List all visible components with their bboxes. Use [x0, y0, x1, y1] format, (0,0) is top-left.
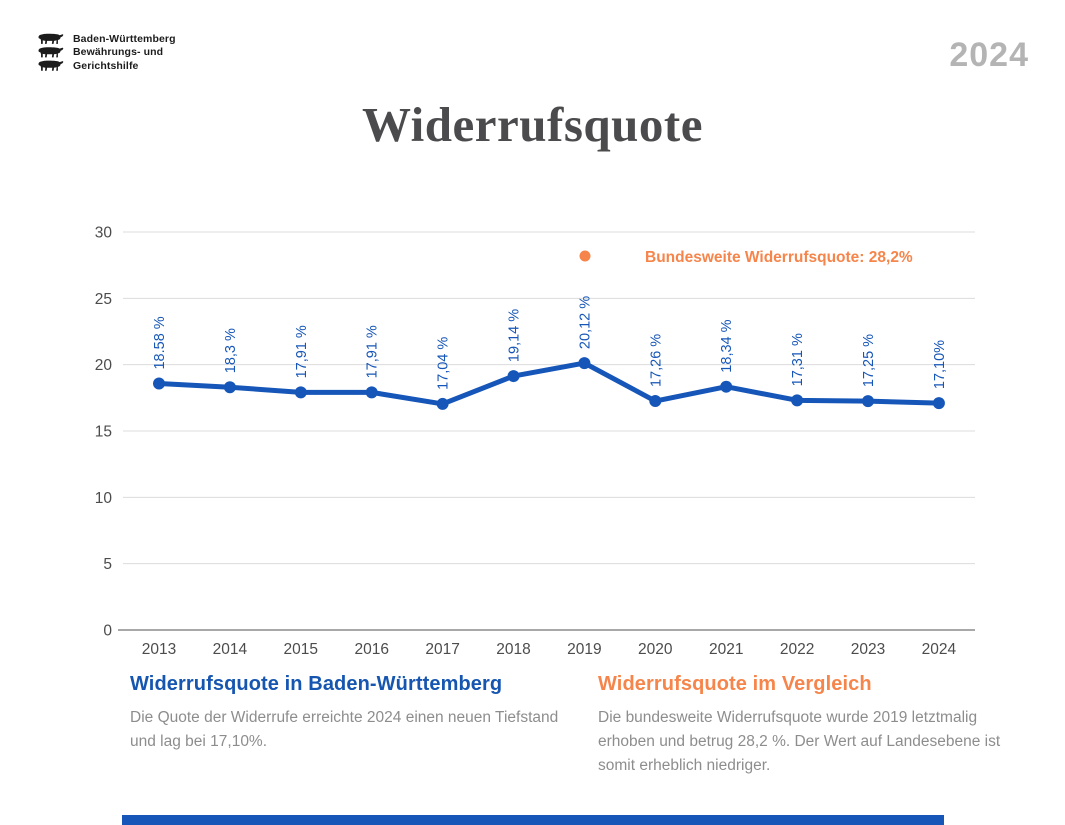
- section-left-heading: Widerrufsquote in Baden-Württemberg: [130, 673, 503, 695]
- logo-line-1: Baden-Württemberg: [73, 32, 176, 45]
- x-tick-label: 2016: [354, 641, 388, 658]
- y-tick-label: 25: [95, 291, 112, 308]
- data-line: [156, 360, 942, 407]
- data-point: [153, 377, 165, 390]
- legend-label: Bundesweite Widerrufsquote: 28,2%: [645, 249, 913, 266]
- data-point: [649, 395, 662, 408]
- data-point-label: 19,14 %: [507, 309, 523, 362]
- y-tick-label: 0: [103, 623, 112, 640]
- data-point-label: 17,26 %: [648, 334, 664, 387]
- section-right-heading: Widerrufsquote im Vergleich: [598, 673, 872, 695]
- chart-area: 0 5 10 15 20 25 30 2013 2014 2015 2016 2017 2018 2019…: [0, 212, 1000, 667]
- data-point-label: 18,34 %: [719, 319, 735, 372]
- legend-dot: [579, 250, 591, 262]
- y-tick-label: 30: [95, 225, 113, 242]
- data-point: [436, 397, 449, 410]
- x-tick-label: 2022: [780, 641, 814, 658]
- data-point: [791, 394, 804, 407]
- logo-text: Baden-Württemberg Bewährungs- und Gerich…: [73, 33, 176, 74]
- x-tick-label: 2015: [284, 641, 318, 658]
- page-title: Widerrufsquote: [362, 97, 703, 152]
- data-point: [720, 380, 733, 393]
- x-tick-label: 2021: [709, 641, 743, 658]
- year-label: 2024: [949, 36, 1029, 74]
- data-point-label: 17,31 %: [790, 333, 806, 386]
- x-tick-label: 2024: [922, 641, 957, 658]
- section-vergleich: Widerrufsquote im Vergleich Die bundeswe…: [598, 673, 1008, 778]
- x-tick-label: 2017: [425, 641, 459, 658]
- footer-accent-bar: [122, 815, 944, 825]
- data-point: [365, 386, 378, 399]
- data-point: [862, 395, 874, 408]
- data-point: [223, 381, 236, 394]
- three-lions-icon: [38, 33, 64, 71]
- section-right-body: Die bundesweite Widerrufsquote wurde 201…: [598, 709, 1001, 775]
- data-point-label: 18,3 %: [223, 328, 239, 373]
- x-tick-label: 2020: [638, 641, 673, 658]
- x-tick-label: 2013: [142, 641, 176, 658]
- section-left-body: Die Quote der Widerrufe erreichte 2024 e…: [130, 709, 559, 751]
- data-point: [578, 357, 591, 370]
- data-point-label: 20,12 %: [577, 296, 593, 349]
- data-point-label: 17,04 %: [436, 337, 452, 390]
- section-baden-wuerttemberg: Widerrufsquote in Baden-Württemberg Die …: [130, 673, 575, 754]
- data-point: [294, 386, 307, 399]
- data-point-label: 17,25 %: [861, 334, 877, 387]
- x-tick-label: 2018: [496, 641, 530, 658]
- data-point: [932, 397, 945, 410]
- data-point-label: 18.58 %: [152, 316, 168, 369]
- data-point-label: 17,10%: [932, 340, 948, 389]
- data-point-label: 17,91 %: [294, 325, 310, 378]
- y-tick-label: 5: [103, 556, 112, 573]
- data-point-label: 17,91 %: [365, 325, 381, 378]
- x-tick-label: 2014: [213, 641, 248, 658]
- line-chart: 0 5 10 15 20 25 30 2013 2014 2015 2016 2017 2018 2019…: [95, 225, 975, 658]
- logo-line-3: Gerichtshilfe: [73, 59, 139, 72]
- logo: Baden-Württemberg Bewährungs- und Gerich…: [38, 32, 176, 74]
- y-tick-label: 20: [95, 357, 113, 374]
- x-tick-label: 2023: [851, 641, 885, 658]
- logo-line-2: Bewährungs- und: [73, 46, 164, 59]
- data-point: [507, 370, 520, 383]
- y-tick-label: 10: [95, 490, 113, 507]
- y-tick-label: 15: [95, 424, 112, 441]
- x-tick-label: 2019: [567, 641, 601, 658]
